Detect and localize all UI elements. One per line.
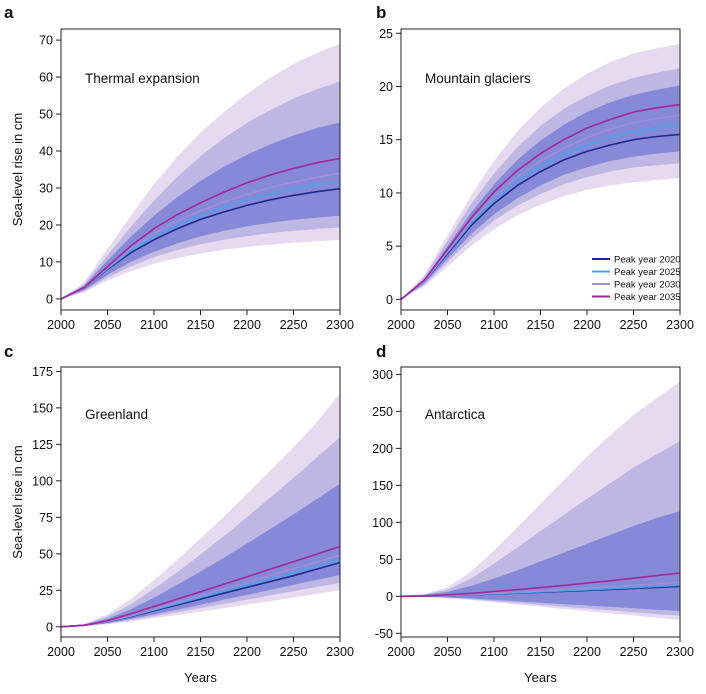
- x-tick-label: 2150: [187, 318, 215, 332]
- panel-d: 2000 2050 2100 2150 2200 2250 2300 -50 0 50 100 150…: [372, 342, 694, 685]
- x-axis-label: Years: [524, 670, 557, 685]
- y-tick-label: 150: [32, 401, 53, 415]
- y-tick-label: 10: [39, 255, 53, 269]
- x-tick-label: 2150: [527, 645, 555, 659]
- x-tick-label: 2200: [573, 645, 601, 659]
- y-tick-label: 60: [39, 71, 53, 85]
- y-tick-label: 200: [372, 442, 393, 456]
- y-tick-label: 15: [379, 133, 393, 147]
- x-tick-label: 2050: [94, 645, 122, 659]
- x-tick-label: 2300: [326, 645, 354, 659]
- y-tick-label: -50: [375, 627, 393, 641]
- panel-letter: b: [376, 3, 386, 22]
- y-tick-label: 5: [386, 240, 393, 254]
- panel-letter: a: [4, 3, 14, 22]
- y-tick-label: 150: [372, 479, 393, 493]
- x-tick-label: 2000: [47, 645, 75, 659]
- x-axis-label: Years: [184, 670, 217, 685]
- x-tick-label: 2300: [666, 318, 694, 332]
- x-tick-label: 2200: [233, 645, 261, 659]
- y-tick-label: 10: [379, 186, 393, 200]
- y-tick-label: 0: [46, 292, 53, 306]
- panel-b: 2000 2050 2100 2150 2200 2250 2300 0 5 10 15 20 25 b M…: [376, 3, 694, 332]
- series-line-peak-2035: [401, 103, 680, 301]
- y-tick-label: 100: [372, 516, 393, 530]
- panel-letter: c: [4, 342, 13, 361]
- panel-title: Mountain glaciers: [425, 71, 531, 86]
- x-tick-label: 2200: [573, 318, 601, 332]
- y-tick-label: 40: [39, 145, 53, 159]
- y-tick-label: 125: [32, 438, 53, 452]
- x-tick-label: 2200: [233, 318, 261, 332]
- y-tick-label: 0: [386, 590, 393, 604]
- y-tick-label: 25: [379, 27, 393, 41]
- y-tick-label: 300: [372, 368, 393, 382]
- plot-area: [61, 43, 340, 300]
- x-tick-label: 2150: [527, 318, 555, 332]
- x-tick-label: 2100: [140, 645, 168, 659]
- x-tick-label: 2100: [480, 318, 508, 332]
- x-tick-label: 2100: [480, 645, 508, 659]
- legend-label-peak-2035: Peak year 2035: [614, 292, 681, 303]
- x-tick-label: 2050: [434, 318, 462, 332]
- y-tick-label: 100: [32, 474, 53, 488]
- y-tick-label: 175: [32, 365, 53, 379]
- y-tick-label: 25: [39, 584, 53, 598]
- x-tick-label: 2100: [140, 318, 168, 332]
- y-tick-label: 50: [379, 553, 393, 567]
- plot-area: [401, 43, 680, 301]
- panel-title: Greenland: [85, 407, 148, 422]
- y-tick-label: 20: [379, 80, 393, 94]
- legend-label-peak-2020: Peak year 2020: [614, 255, 681, 266]
- x-tick-label: 2050: [94, 318, 122, 332]
- x-tick-label: 2150: [187, 645, 215, 659]
- y-axis-label: Sea-level rise in cm: [10, 113, 25, 226]
- x-tick-label: 2250: [280, 645, 308, 659]
- series-line-peak-2035: [401, 572, 680, 598]
- panel-title: Thermal expansion: [85, 71, 200, 86]
- series-line-peak-2030: [401, 114, 680, 301]
- y-tick-label: 50: [39, 108, 53, 122]
- band-inner-area: [401, 85, 680, 300]
- x-tick-label: 2050: [434, 645, 462, 659]
- y-tick-label: 70: [39, 34, 53, 48]
- x-tick-label: 2300: [326, 318, 354, 332]
- panel-c: 2000 2050 2100 2150 2200 2250 2300 0 25 50 75 100 12…: [4, 342, 354, 685]
- legend-label-peak-2030: Peak year 2030: [614, 280, 681, 291]
- x-tick-label: 2000: [387, 645, 415, 659]
- x-tick-label: 2000: [387, 318, 415, 332]
- y-tick-label: 0: [386, 293, 393, 307]
- x-tick-label: 2000: [47, 318, 75, 332]
- plot-area: [401, 381, 680, 620]
- series-line-peak-2035: [61, 545, 340, 628]
- series-line-peak-2035: [61, 157, 340, 300]
- y-tick-label: 30: [39, 181, 53, 195]
- y-tick-label: 75: [39, 511, 53, 525]
- x-tick-label: 2250: [620, 645, 648, 659]
- plot-area: [61, 393, 340, 628]
- panel-title: Antarctica: [425, 407, 486, 422]
- series-line-peak-2030: [61, 172, 340, 300]
- y-axis-label: Sea-level rise in cm: [10, 445, 25, 558]
- y-tick-label: 0: [46, 620, 53, 634]
- x-tick-label: 2250: [620, 318, 648, 332]
- legend-label-peak-2025: Peak year 2025: [614, 267, 681, 278]
- panel-a: 2000 2050 2100 2150 2200 2250 2300 0 10 20 30 40 50 6…: [4, 3, 354, 332]
- x-tick-label: 2300: [666, 645, 694, 659]
- y-tick-label: 20: [39, 218, 53, 232]
- panel-letter: d: [376, 342, 386, 361]
- x-tick-label: 2250: [280, 318, 308, 332]
- y-tick-label: 50: [39, 547, 53, 561]
- y-tick-label: 250: [372, 405, 393, 419]
